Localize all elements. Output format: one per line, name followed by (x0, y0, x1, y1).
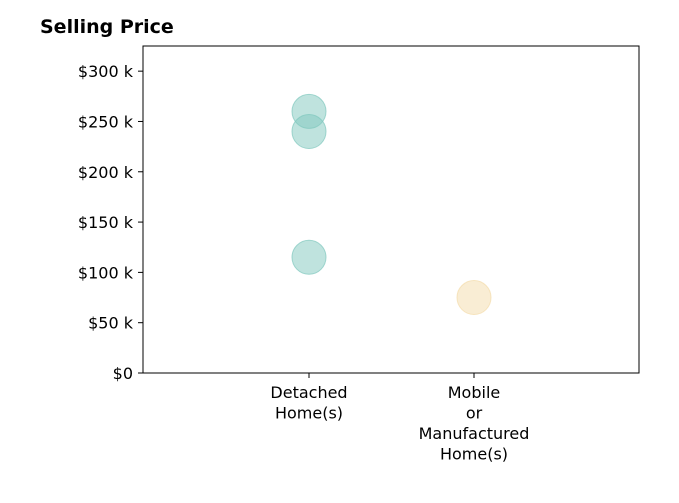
y-tick-label: $0 (113, 364, 133, 383)
x-tick-label: Home(s) (440, 445, 508, 464)
y-tick-label: $150 k (78, 213, 134, 232)
y-axis: $0 $50 k $100 k $150 k $200 k $250 k $300 k (78, 62, 143, 383)
plot-area (142, 45, 640, 374)
data-points (291, 93, 492, 316)
x-tick-label: or (466, 404, 483, 423)
y-tick-label: $200 k (78, 163, 134, 182)
x-tick-label: Manufactured (419, 424, 530, 443)
data-point (291, 239, 327, 275)
y-tick-label: $100 k (78, 263, 134, 282)
y-tick-label: $250 k (78, 112, 134, 131)
data-point (291, 114, 327, 150)
x-tick-label: Detached (270, 383, 347, 402)
x-tick-label: Mobile (448, 383, 500, 402)
data-point (456, 280, 492, 316)
y-tick-label: $300 k (78, 62, 134, 81)
y-tick-label: $50 k (88, 314, 134, 333)
chart-title: Selling Price (40, 16, 174, 38)
x-tick-label: Home(s) (275, 404, 343, 423)
